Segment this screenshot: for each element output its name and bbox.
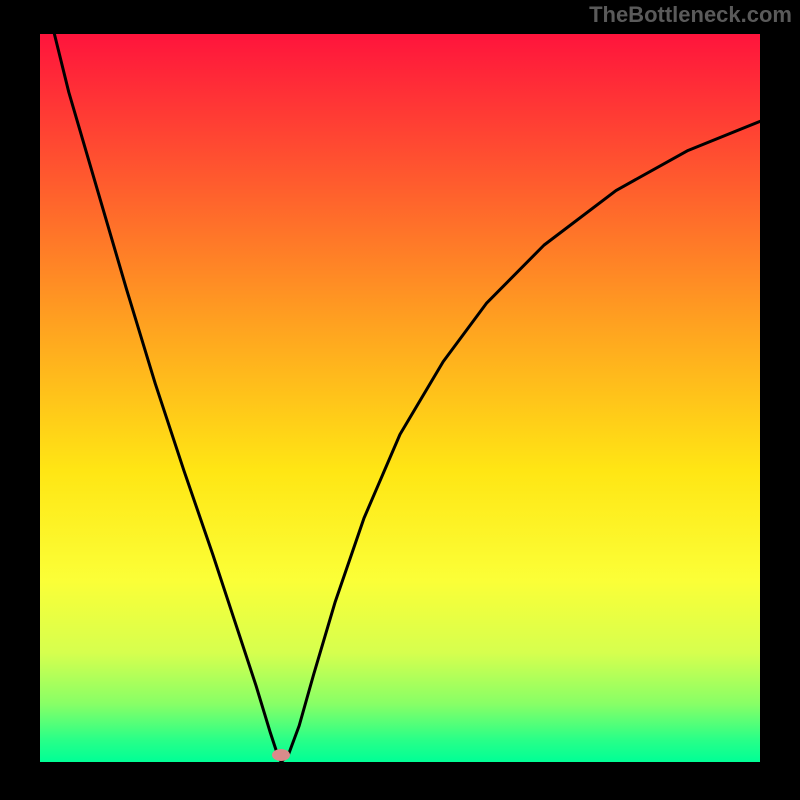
optimal-point-marker: [272, 749, 290, 761]
bottleneck-curve: [40, 34, 760, 762]
chart-container: TheBottleneck.com: [0, 0, 800, 800]
plot-area: [40, 34, 760, 762]
watermark-text: TheBottleneck.com: [589, 2, 792, 28]
